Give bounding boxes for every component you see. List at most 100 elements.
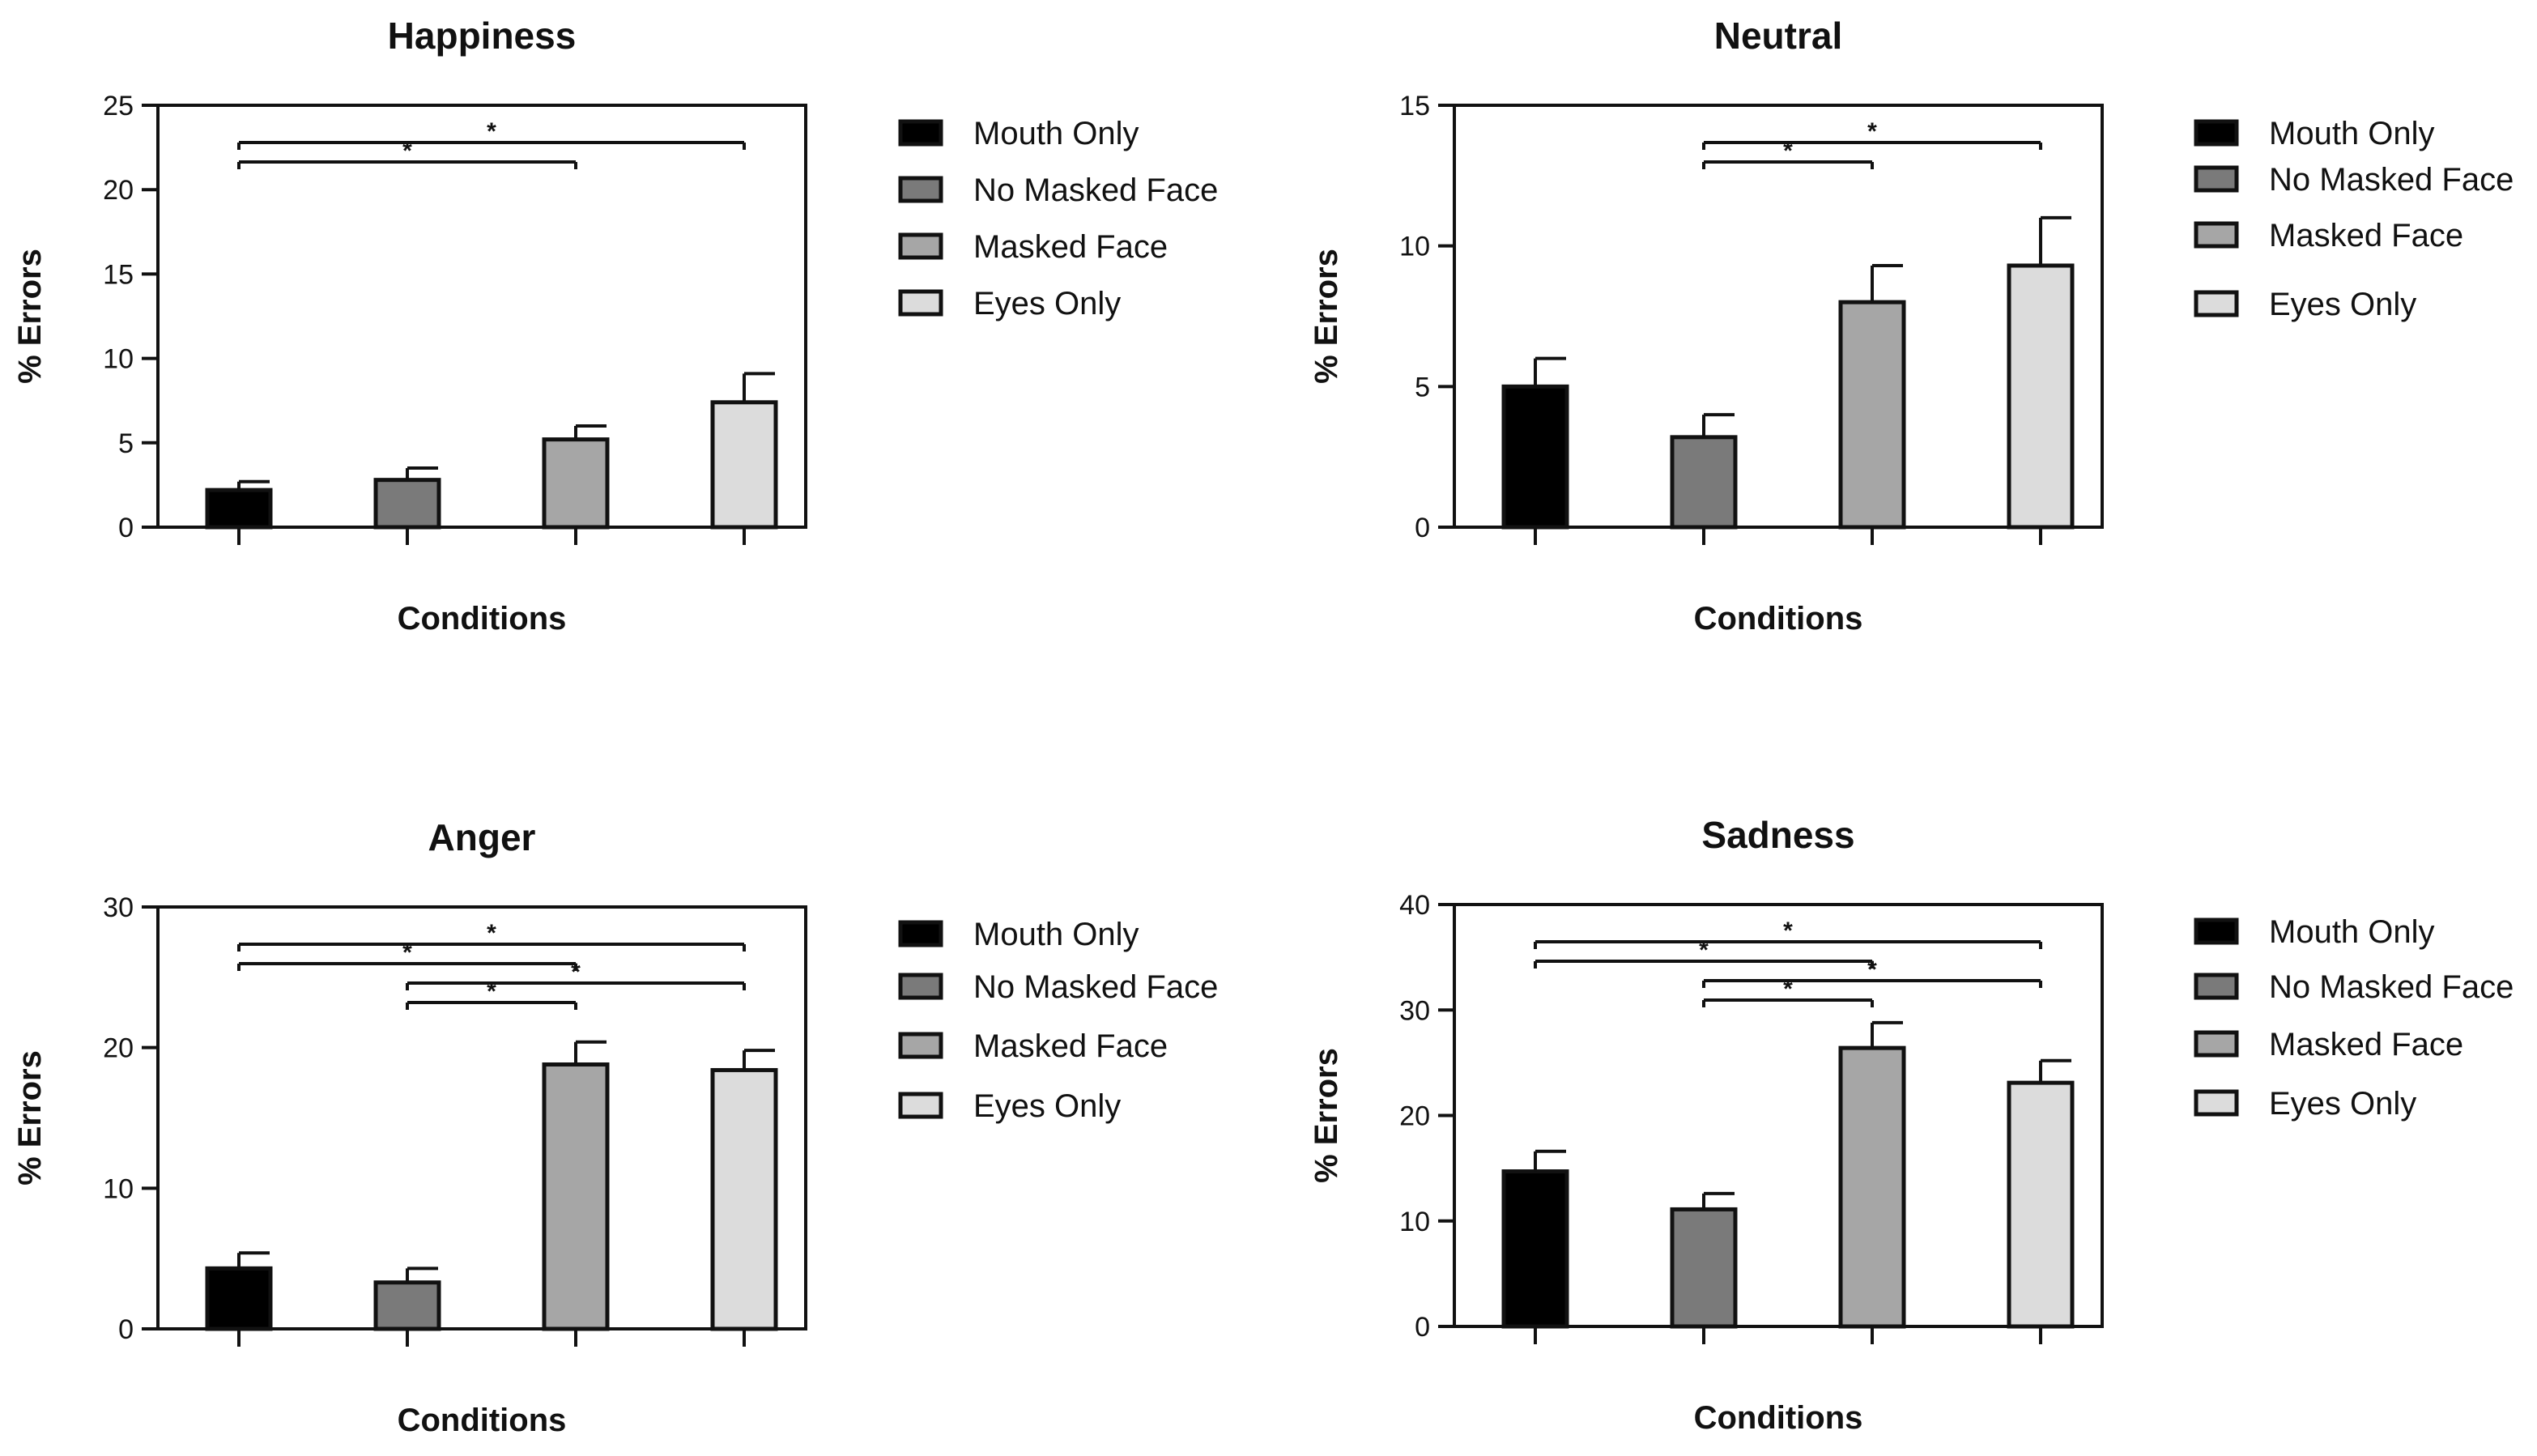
chart-panel-anger: Anger % Errors Conditions 0 10 20 30 * * * * Mouth … <box>12 816 1218 1438</box>
significance-bracket: * <box>1702 956 2042 988</box>
legend: Mouth Only No Masked Face Masked Face Eyes … <box>2194 914 2514 1122</box>
legend: Mouth Only No Masked Face Masked Face Eyes … <box>898 917 1218 1124</box>
bar-masked-face <box>542 1062 610 1331</box>
plot-frame <box>1453 104 2104 529</box>
x-axis-label: Conditions <box>1694 1400 1863 1436</box>
y-tick-label: 0 <box>118 1314 134 1345</box>
legend-swatch-eyes-only <box>898 289 943 317</box>
bar-no-masked-face <box>1670 435 1738 530</box>
bar-mouth-only <box>1501 384 1569 530</box>
y-tick-label: 25 <box>103 91 134 121</box>
legend-label: No Masked Face <box>973 969 1218 1005</box>
significance-bracket: * <box>1534 917 2042 949</box>
y-tick-label: 10 <box>1399 232 1430 262</box>
significance-star: * <box>1783 138 1793 164</box>
y-tick-label: 0 <box>1415 1312 1430 1343</box>
chart-panel-sadness: Sadness % Errors Conditions 0 10 20 30 40 * * * * Mo… <box>1309 814 2514 1436</box>
bar-eyes-only <box>2007 1080 2075 1329</box>
y-tick-label: 20 <box>103 1033 134 1064</box>
bar-no-masked-face <box>1670 1207 1738 1329</box>
y-tick-label: 15 <box>1399 91 1430 121</box>
legend-swatch-eyes-only <box>2194 290 2239 317</box>
chart-title: Neutral <box>1714 15 1842 57</box>
y-tick-label: 5 <box>1415 372 1430 402</box>
legend-label: No Masked Face <box>2269 162 2514 198</box>
significance-star: * <box>487 978 496 1005</box>
bar-eyes-only <box>2007 263 2075 530</box>
bar-mouth-only <box>205 1266 273 1331</box>
bar-no-masked-face <box>373 478 441 530</box>
bar-masked-face <box>1838 300 1906 530</box>
legend: Mouth Only No Masked Face Masked Face Eyes … <box>2194 116 2514 322</box>
legend-label: Eyes Only <box>973 286 1121 321</box>
bar-masked-face <box>1838 1045 1906 1329</box>
legend-swatch-eyes-only <box>2194 1089 2239 1117</box>
bar-no-masked-face <box>373 1280 441 1331</box>
significance-bracket: * <box>237 939 577 971</box>
y-tick-label: 20 <box>103 175 134 206</box>
significance-star: * <box>1783 976 1793 1003</box>
legend-swatch-masked-face <box>898 1032 943 1059</box>
chart-panel-neutral: Neutral % Errors Conditions 0 5 10 15 * * Mouth O… <box>1309 15 2514 636</box>
significance-bracket: * <box>1702 118 2042 150</box>
y-tick-label: 5 <box>118 428 134 459</box>
legend-swatch-mouth-only <box>898 119 943 147</box>
legend-swatch-mouth-only <box>2194 119 2239 147</box>
chart-title: Happiness <box>388 15 577 57</box>
significance-bracket: * <box>237 118 746 150</box>
significance-star: * <box>402 939 412 966</box>
legend-label: Masked Face <box>973 1028 1168 1064</box>
x-axis-label: Conditions <box>1694 601 1863 636</box>
significance-star: * <box>1867 956 1877 983</box>
legend-swatch-masked-face <box>898 232 943 260</box>
significance-bracket: * <box>406 978 577 1010</box>
significance-bracket: * <box>1534 937 1874 969</box>
y-tick-label: 30 <box>1399 995 1430 1026</box>
legend-label: Mouth Only <box>973 917 1139 952</box>
plot-frame <box>156 905 807 1330</box>
legend-swatch-no-masked-face <box>898 973 943 1000</box>
chart-panel-happiness: Happiness % Errors Conditions 0 5 10 15 20 25 * * M… <box>12 15 1218 636</box>
legend-swatch-mouth-only <box>2194 917 2239 945</box>
significance-bracket: * <box>1702 138 1874 169</box>
legend-swatch-no-masked-face <box>2194 165 2239 193</box>
chart-title: Anger <box>428 816 536 858</box>
bar-eyes-only <box>710 1067 778 1331</box>
legend-swatch-mouth-only <box>898 920 943 947</box>
plot-frame <box>156 104 807 529</box>
legend-swatch-eyes-only <box>898 1092 943 1119</box>
legend-label: Eyes Only <box>973 1088 1121 1124</box>
legend-swatch-no-masked-face <box>898 176 943 203</box>
bar-masked-face <box>542 437 610 530</box>
y-axis-label: % Errors <box>1309 1048 1344 1183</box>
y-tick-label: 10 <box>103 1173 134 1204</box>
legend-swatch-masked-face <box>2194 1030 2239 1058</box>
legend-swatch-no-masked-face <box>2194 973 2239 1000</box>
y-tick-label: 10 <box>1399 1207 1430 1237</box>
x-axis-label: Conditions <box>398 601 567 636</box>
x-axis-label: Conditions <box>398 1403 567 1438</box>
legend-label: Mouth Only <box>2269 914 2435 950</box>
y-tick-label: 20 <box>1399 1101 1430 1132</box>
y-tick-label: 15 <box>103 259 134 290</box>
bar-eyes-only <box>710 400 778 530</box>
chart-title: Sadness <box>1701 814 1854 856</box>
legend-label: Masked Face <box>973 229 1168 265</box>
significance-bracket: * <box>1702 976 1874 1007</box>
legend-swatch-masked-face <box>2194 221 2239 249</box>
significance-star: * <box>1699 937 1709 964</box>
y-tick-label: 0 <box>1415 513 1430 543</box>
significance-star: * <box>487 118 496 145</box>
significance-star: * <box>1867 118 1877 145</box>
legend-label: No Masked Face <box>2269 969 2514 1005</box>
y-tick-label: 30 <box>103 892 134 923</box>
legend-label: Mouth Only <box>973 116 1139 151</box>
legend-label: Eyes Only <box>2269 1086 2416 1122</box>
legend-label: No Masked Face <box>973 172 1218 208</box>
legend-label: Masked Face <box>2269 218 2463 253</box>
y-tick-label: 0 <box>118 513 134 543</box>
significance-bracket: * <box>406 959 746 990</box>
legend-label: Mouth Only <box>2269 116 2435 151</box>
bar-mouth-only <box>1501 1169 1569 1329</box>
